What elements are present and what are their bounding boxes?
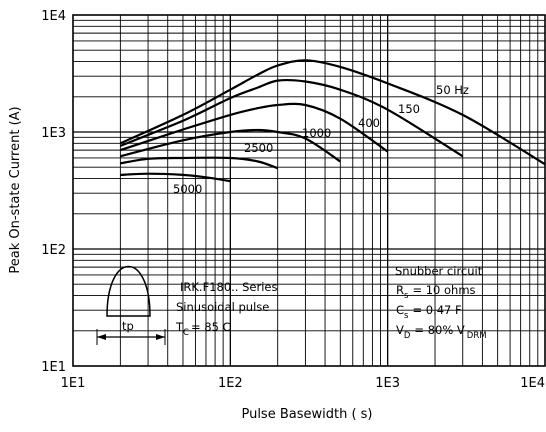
series-line-50-hz bbox=[119, 59, 546, 166]
case-temperature-label: TC = 85 C bbox=[175, 320, 231, 338]
pulse-waveform-icon bbox=[106, 265, 151, 317]
series-label-50-hz: 50 Hz bbox=[436, 83, 469, 97]
snubber-title: Snubber circuit bbox=[395, 264, 483, 278]
y-tick-label: 1E4 bbox=[41, 9, 66, 24]
series-label-2500: 2500 bbox=[244, 141, 273, 155]
x-axis-label: Pulse Basewidth ( s) bbox=[241, 407, 372, 422]
x-tick-label: 1E4 bbox=[520, 376, 545, 391]
y-tick-label: 1E2 bbox=[41, 243, 66, 258]
series-label-5000: 5000 bbox=[173, 182, 202, 196]
series-line-2500 bbox=[120, 156, 279, 170]
grid bbox=[73, 15, 545, 366]
x-tick-label: 1E1 bbox=[61, 376, 86, 391]
snubber-vd: VD = 80% V DRM bbox=[396, 323, 487, 341]
plot-frame bbox=[72, 14, 546, 367]
snubber-rs: Rs = 10 ohms bbox=[396, 283, 476, 301]
y-axis-label: Peak On-state Current (A) bbox=[8, 106, 23, 273]
x-tick-label: 1E3 bbox=[375, 376, 400, 391]
series-line-5000 bbox=[120, 172, 231, 183]
series-label-400: 400 bbox=[358, 116, 380, 130]
device-series-label: IRK.F180.. Series bbox=[180, 280, 277, 294]
series-label-150: 150 bbox=[398, 102, 420, 116]
snubber-cs: Cs = 0.47 F bbox=[396, 303, 462, 321]
series-line-400 bbox=[120, 102, 389, 153]
device-annotations: IRK.F180.. Series Sinusoidal pulse TC = 8… bbox=[175, 280, 277, 338]
pulse-width-label: tp bbox=[122, 319, 134, 333]
curves: 50 Hz 150 400 1000 2500 5000 bbox=[119, 59, 546, 196]
waveform-label: Sinusoidal pulse bbox=[176, 300, 269, 314]
pulse-waveform-inset: tp bbox=[96, 265, 166, 345]
x-tick-label: 1E2 bbox=[218, 376, 243, 391]
y-tick-label: 1E3 bbox=[41, 126, 66, 141]
pulse-arrow-right-icon bbox=[156, 334, 165, 340]
pulse-arrow-left-icon bbox=[97, 334, 106, 340]
snubber-annotations: Snubber circuit Rs = 10 ohms Cs = 0.47 F V… bbox=[395, 264, 487, 341]
series-line-150 bbox=[119, 78, 464, 158]
tick-labels: 1E1 1E2 1E3 1E4 1E1 1E2 1E3 1E4 bbox=[41, 9, 545, 391]
y-tick-label: 1E1 bbox=[41, 360, 66, 375]
series-line-1000 bbox=[120, 128, 341, 163]
series-label-1000: 1000 bbox=[302, 126, 331, 140]
